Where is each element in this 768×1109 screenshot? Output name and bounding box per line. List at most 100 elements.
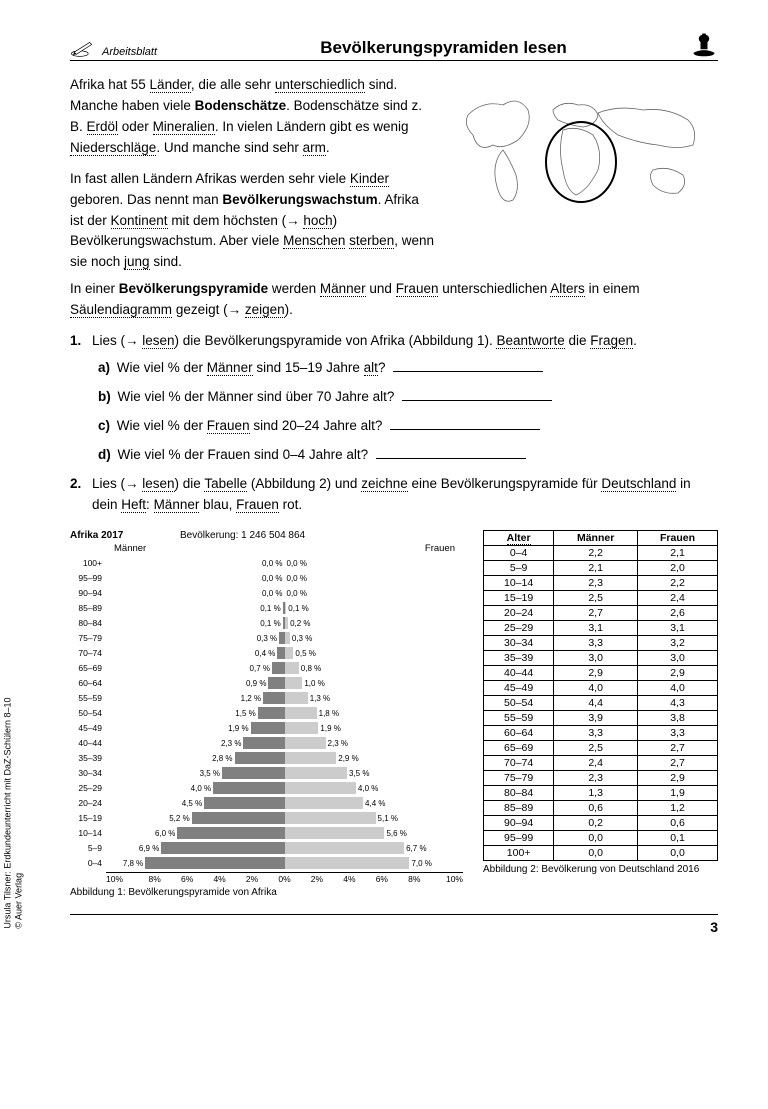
table-row: 90–940,20,6 <box>484 815 718 830</box>
table-row: 10–142,32,2 <box>484 575 718 590</box>
pyramid-row: 85–890,1 %0,1 % <box>70 601 463 616</box>
bar-women <box>285 677 303 689</box>
pencil-icon <box>70 38 98 58</box>
bar-women <box>285 647 294 659</box>
answer-blank[interactable] <box>393 358 543 372</box>
bar-women <box>285 842 405 854</box>
table-row: 95–990,00,1 <box>484 830 718 845</box>
table-row: 30–343,33,2 <box>484 635 718 650</box>
bar-men <box>145 857 284 869</box>
side-credit: Ursula Tilsner: Erdkundeunterricht mit D… <box>2 698 24 929</box>
task-1-body: Lies (→ lesen) die Bevölkerungspyramide … <box>92 331 718 352</box>
task-2-num: 2. <box>70 474 92 516</box>
bar-women <box>285 617 289 629</box>
table-col-women: Frauen <box>638 530 718 545</box>
pyramid-row: 90–940,0 %0,0 % <box>70 586 463 601</box>
bar-women <box>285 752 337 764</box>
pyramid-col-men: Männer <box>106 543 285 554</box>
bar-women <box>285 707 317 719</box>
germany-table: Alter Männer Frauen 0–42,22,15–92,12,010… <box>483 530 718 861</box>
bar-men <box>204 797 284 809</box>
pyramid-caption: Abbildung 1: Bevölkerungspyramide von Af… <box>70 887 463 898</box>
worksheet-page: Arbeitsblatt Bevölkerungspyramiden lesen… <box>0 0 768 1109</box>
answer-blank[interactable] <box>390 416 540 430</box>
pyramid-row: 65–690,7 %0,8 % <box>70 661 463 676</box>
task-1-subtasks: a) Wie viel % der Männer sind 15–19 Jahr… <box>98 358 718 466</box>
table-row: 20–242,72,6 <box>484 605 718 620</box>
bar-women <box>285 737 326 749</box>
bar-men <box>272 662 284 674</box>
bar-women <box>285 827 385 839</box>
bar-men <box>213 782 284 794</box>
bar-men <box>277 647 284 659</box>
bar-men <box>251 722 285 734</box>
pyramid-row: 75–790,3 %0,3 % <box>70 631 463 646</box>
pyramid-col-women: Frauen <box>285 543 464 554</box>
bar-women <box>285 632 290 644</box>
pyramid-row: 30–343,5 %3,5 % <box>70 766 463 781</box>
bar-men <box>192 812 285 824</box>
pyramid-title: Afrika 2017 <box>70 530 180 541</box>
pyramid-row: 55–591,2 %1,3 % <box>70 691 463 706</box>
page-title: Bevölkerungspyramiden lesen <box>197 38 690 58</box>
bar-women <box>285 692 308 704</box>
pyramid-axis: 10%8%6%4%2%0%2%4%6%8%10% <box>106 872 463 884</box>
table-row: 85–890,61,2 <box>484 800 718 815</box>
task-1-num: 1. <box>70 331 92 352</box>
pyramid-bars: 100+0,0 %0,0 %95–990,0 %0,0 %90–940,0 %0… <box>70 556 463 871</box>
intro-p3: In einer Bevölkerungspyramide werden Män… <box>70 279 718 321</box>
pyramid-population: Bevölkerung: 1 246 504 864 <box>180 530 305 541</box>
table-row: 40–442,92,9 <box>484 665 718 680</box>
table-row: 25–293,13,1 <box>484 620 718 635</box>
tasks-section: 1. Lies (→ lesen) die Bevölkerungspyrami… <box>70 331 718 515</box>
pyramid-row: 15–195,2 %5,1 % <box>70 811 463 826</box>
bar-men <box>177 827 284 839</box>
bar-women <box>285 812 376 824</box>
pyramid-row: 70–740,4 %0,5 % <box>70 646 463 661</box>
subtask: c) Wie viel % der Frauen sind 20–24 Jahr… <box>98 416 718 437</box>
pyramid-row: 80–840,1 %0,2 % <box>70 616 463 631</box>
intro-p2: In fast allen Ländern Afrikas werden seh… <box>70 169 436 274</box>
bar-women <box>285 797 364 809</box>
footer-rule <box>70 914 718 915</box>
intro-text-2: In einer Bevölkerungspyramide werden Män… <box>70 279 718 321</box>
bar-men <box>243 737 284 749</box>
pyramid-row: 95–990,0 %0,0 % <box>70 571 463 586</box>
figures-row: Afrika 2017 Bevölkerung: 1 246 504 864 M… <box>70 530 718 898</box>
answer-blank[interactable] <box>402 387 552 401</box>
pyramid-row: 40–442,3 %2,3 % <box>70 736 463 751</box>
bar-men <box>222 767 284 779</box>
bar-women <box>285 767 347 779</box>
table-caption: Abbildung 2: Bevölkerung von Deutschland… <box>483 864 718 875</box>
table-row: 45–494,04,0 <box>484 680 718 695</box>
table-row: 0–42,22,1 <box>484 545 718 560</box>
bar-women <box>285 602 287 614</box>
subtask: a) Wie viel % der Männer sind 15–19 Jahr… <box>98 358 718 379</box>
data-table-figure: Alter Männer Frauen 0–42,22,15–92,12,010… <box>483 530 718 875</box>
table-row: 70–742,42,7 <box>484 755 718 770</box>
pyramid-row: 35–392,8 %2,9 % <box>70 751 463 766</box>
table-row: 80–841,31,9 <box>484 785 718 800</box>
pyramid-row: 20–244,5 %4,4 % <box>70 796 463 811</box>
bar-women <box>285 857 410 869</box>
pyramid-row: 100+0,0 %0,0 % <box>70 556 463 571</box>
task-1: 1. Lies (→ lesen) die Bevölkerungspyrami… <box>70 331 718 352</box>
bar-men <box>258 707 285 719</box>
sheet-label: Arbeitsblatt <box>102 46 157 58</box>
stamp-icon <box>690 30 718 58</box>
page-header: Arbeitsblatt Bevölkerungspyramiden lesen <box>70 30 718 61</box>
bar-women <box>285 782 356 794</box>
intro-text: Afrika hat 55 Länder, die alle sehr unte… <box>70 75 436 283</box>
pyramid-row: 10–146,0 %5,6 % <box>70 826 463 841</box>
pyramid-row: 5–96,9 %6,7 % <box>70 841 463 856</box>
pyramid-row: 50–541,5 %1,8 % <box>70 706 463 721</box>
table-row: 55–593,93,8 <box>484 710 718 725</box>
task-2: 2. Lies (→ lesen) die Tabelle (Abbildung… <box>70 474 718 516</box>
pyramid-row: 60–640,9 %1,0 % <box>70 676 463 691</box>
answer-blank[interactable] <box>376 445 526 459</box>
table-row: 65–692,52,7 <box>484 740 718 755</box>
table-row: 5–92,12,0 <box>484 560 718 575</box>
page-number: 3 <box>70 919 718 935</box>
pyramid-row: 25–294,0 %4,0 % <box>70 781 463 796</box>
task-2-body: Lies (→ lesen) die Tabelle (Abbildung 2)… <box>92 474 718 516</box>
